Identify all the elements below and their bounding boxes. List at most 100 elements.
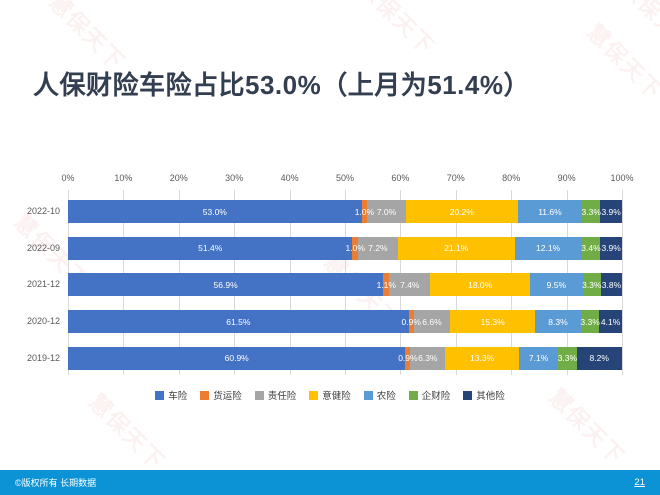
x-tick-label: 50% (335, 173, 355, 183)
value-label: 3.4% (581, 243, 601, 254)
value-label: 7.4% (400, 279, 420, 290)
bar-segment: 0.9% (398, 346, 418, 370)
watermark-text: 慧保天下 (616, 0, 660, 60)
x-tick-label: 90% (557, 173, 576, 183)
legend-marker (463, 390, 473, 400)
value-label: 0.9% (401, 316, 421, 327)
value-label: 56.9% (213, 279, 238, 290)
bar-segment: 20.2% (405, 200, 518, 223)
bar-segment: 11.6% (517, 200, 583, 223)
category-label: 2019-12 (26, 352, 60, 363)
bar-row: 2022-09 51.4% 1.0% 7.2% 21.1% 12.1% 3.4% 3.9% (27, 236, 622, 260)
watermark-text: 慧保天下 (354, 0, 440, 60)
value-label: 7.2% (368, 243, 388, 254)
bar-segment: 3.8% (600, 273, 622, 297)
legend-label: 其他险 (476, 391, 505, 402)
bar-row: 2022-10 53.0% 1.0% 7.0% 20.2% 11.6% 3.3% 3.9% (27, 200, 622, 223)
value-label: 51.4% (198, 243, 223, 254)
legend-item: 意健险 (309, 388, 351, 402)
bar-row: 2021-12 56.9% 1.1% 7.4% 18.0% 9.5% 3.3% 3.8% (27, 273, 622, 297)
plot-area: 0% 10% 20% 30% 40% 50% 60% 70% 80% 90% 100% 2022-10… (27, 173, 634, 375)
value-label: 60.9% (224, 353, 249, 364)
page-number: 21 (634, 477, 645, 488)
bar-segment: 3.9% (600, 236, 622, 260)
bar-segment: 0.9% (402, 310, 421, 334)
bar-segment: 3.3% (582, 273, 601, 297)
value-label: 7.0% (376, 206, 397, 217)
bar-segment: 60.9% (68, 346, 406, 370)
value-label: 3.3% (557, 353, 578, 364)
bar-segment: 21.1% (397, 236, 515, 260)
x-tick-label: 20% (169, 173, 188, 183)
bar-segment: 7.2% (358, 236, 398, 260)
footer-bar: ©版权所有 长期数据 21 (0, 470, 660, 495)
bar-segment: 1.0% (355, 200, 374, 223)
bar-segment: 6.6% (413, 310, 451, 334)
legend-item: 企财险 (408, 388, 451, 402)
bar-segment: 1.0% (346, 236, 365, 260)
value-label: 21.1% (444, 243, 469, 254)
legend-item: 车险 (155, 388, 187, 402)
gridline (622, 190, 623, 375)
x-tick-label: 0% (61, 173, 75, 183)
value-label: 13.3% (470, 353, 495, 364)
x-tick-label: 60% (391, 173, 410, 183)
bar-segment: 3.3% (580, 310, 600, 334)
legend-item: 其他险 (463, 388, 505, 402)
page-title: 人保财险车险占比53.0%（上月为51.4%） (33, 70, 530, 101)
bar-row: 2019-12 60.9% 0.9% 6.3% 13.3% 7.1% 3.3% 8.2% (27, 346, 622, 370)
legend-marker (200, 390, 210, 400)
copyright-text: ©版权所有 长期数据 (15, 478, 97, 488)
value-label: 20.2% (449, 206, 474, 217)
category-label: 2021-12 (26, 279, 60, 290)
bar-segment: 15.3% (450, 310, 535, 334)
category-label: 2022-10 (26, 206, 60, 216)
bar-row: 2020-12 61.5% 0.9% 6.6% 15.3% 8.3% 3.3% 4.1% (27, 310, 622, 334)
legend-label: 企财险 (421, 391, 451, 402)
value-label: 1.1% (376, 279, 396, 290)
chart-legend: 车险 货运险 责任险 意健险 农险 企财险 其他险 (0, 388, 660, 402)
value-label: 8.3% (548, 316, 568, 327)
category-label: 2020-12 (26, 316, 60, 327)
value-label: 0.9% (398, 353, 418, 364)
legend-label: 责任险 (267, 391, 297, 402)
x-tick-label: 30% (225, 173, 244, 183)
legend-label: 意健险 (322, 391, 351, 402)
value-label: 18.0% (468, 279, 493, 290)
bar-segment: 3.9% (600, 200, 622, 223)
bar-segment: 6.3% (410, 346, 446, 370)
x-tick-label: 40% (280, 173, 299, 183)
bar-segment: 3.3% (581, 200, 601, 223)
value-label: 6.6% (422, 316, 442, 327)
bar-segment: 3.4% (581, 236, 601, 260)
bar-segment: 1.1% (377, 273, 396, 297)
value-label: 3.9% (601, 243, 621, 254)
value-label: 4.1% (600, 316, 621, 327)
legend-item: 农险 (363, 388, 396, 402)
bar-segment: 12.1% (514, 236, 582, 260)
value-label: 3.3% (581, 206, 601, 217)
legend-label: 农险 (376, 391, 396, 402)
value-label: 3.3% (580, 316, 600, 327)
legend-marker (254, 390, 264, 400)
bar-segment: 7.0% (367, 200, 406, 223)
bar-segment: 53.0% (68, 200, 362, 223)
watermark-text: 慧保天下 (582, 19, 660, 105)
value-label: 3.8% (601, 279, 622, 290)
value-label: 61.5% (226, 316, 251, 327)
legend-item: 责任险 (254, 388, 297, 402)
value-label: 7.1% (528, 353, 549, 364)
legend-marker (309, 390, 319, 400)
x-tick-label: 100% (610, 173, 634, 183)
value-label: 1.0% (345, 243, 365, 254)
bar-segment: 3.3% (557, 346, 578, 370)
bar-segment: 8.2% (576, 346, 622, 370)
value-label: 3.9% (601, 206, 621, 217)
bar-segment: 18.0% (430, 273, 531, 297)
bar-segment: 4.1% (599, 310, 622, 334)
bar-segment: 8.3% (535, 310, 581, 334)
x-tick-label: 10% (114, 173, 133, 183)
bar-segment: 13.3% (445, 346, 519, 370)
value-label: 15.3% (480, 316, 505, 327)
x-tick-label: 70% (446, 173, 465, 183)
